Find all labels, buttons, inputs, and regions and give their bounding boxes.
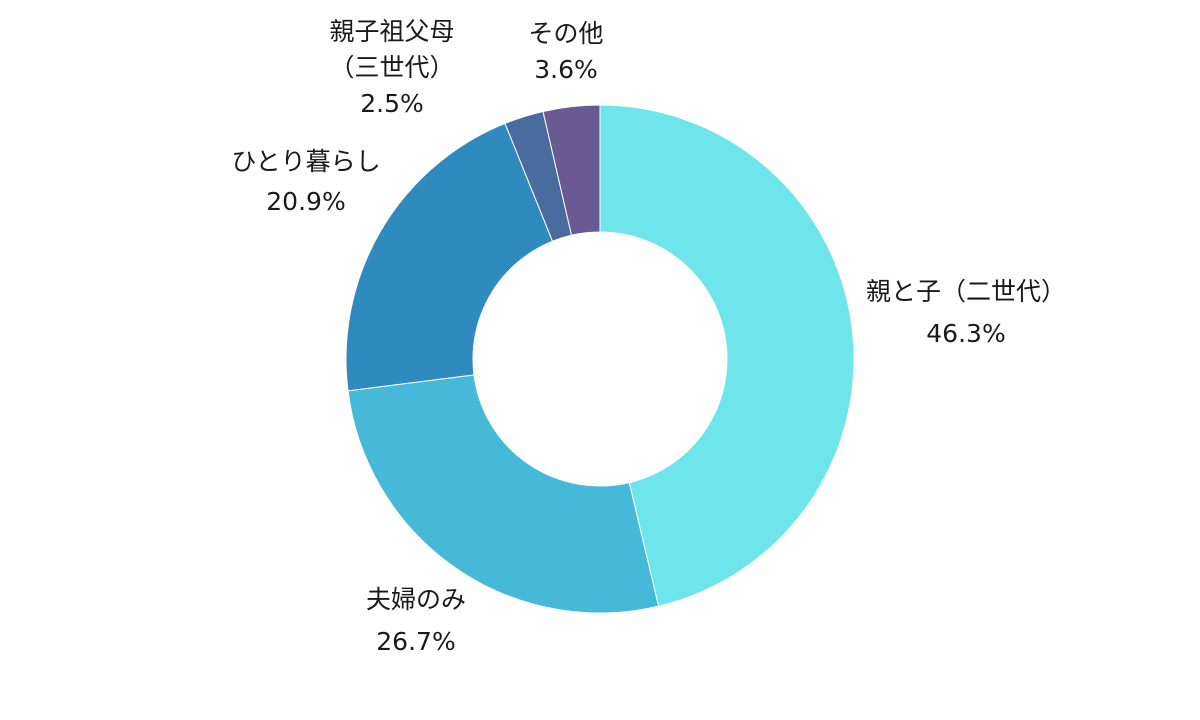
slice-value-label: 26.7% (376, 627, 455, 656)
slice-category-label: 親と子（二世代） (866, 277, 1066, 306)
slice-label-3: 親子祖父母 （三世代） 2.5% (329, 17, 454, 118)
donut-slice-2 (345, 122, 554, 392)
donut-slices (345, 104, 855, 614)
slice-labels: 親と子（二世代） 46.3% 夫婦のみ 26.7% ひとり暮らし 20.9% 親子祖父母 （三… (231, 17, 1066, 656)
slice-value-label: 46.3% (926, 319, 1005, 348)
slice-label-4: その他 3.6% (528, 19, 603, 84)
slice-label-2: ひとり暮らし 20.9% (231, 147, 380, 216)
slice-category-label: （三世代） (329, 53, 454, 82)
donut-slice-1 (347, 374, 660, 614)
slice-value-label: 20.9% (266, 187, 345, 216)
slice-category-label: ひとり暮らし (231, 147, 380, 176)
slice-value-label: 3.6% (534, 55, 598, 84)
slice-category-label: 親子祖父母 (329, 17, 454, 46)
slice-category-label: 夫婦のみ (366, 585, 466, 614)
slice-label-0: 親と子（二世代） 46.3% (866, 277, 1066, 348)
donut-slice-4 (542, 104, 601, 236)
donut-slice-0 (599, 104, 855, 607)
slice-value-label: 2.5% (360, 89, 424, 118)
slice-label-1: 夫婦のみ 26.7% (366, 585, 466, 656)
slice-category-label: その他 (528, 19, 603, 48)
